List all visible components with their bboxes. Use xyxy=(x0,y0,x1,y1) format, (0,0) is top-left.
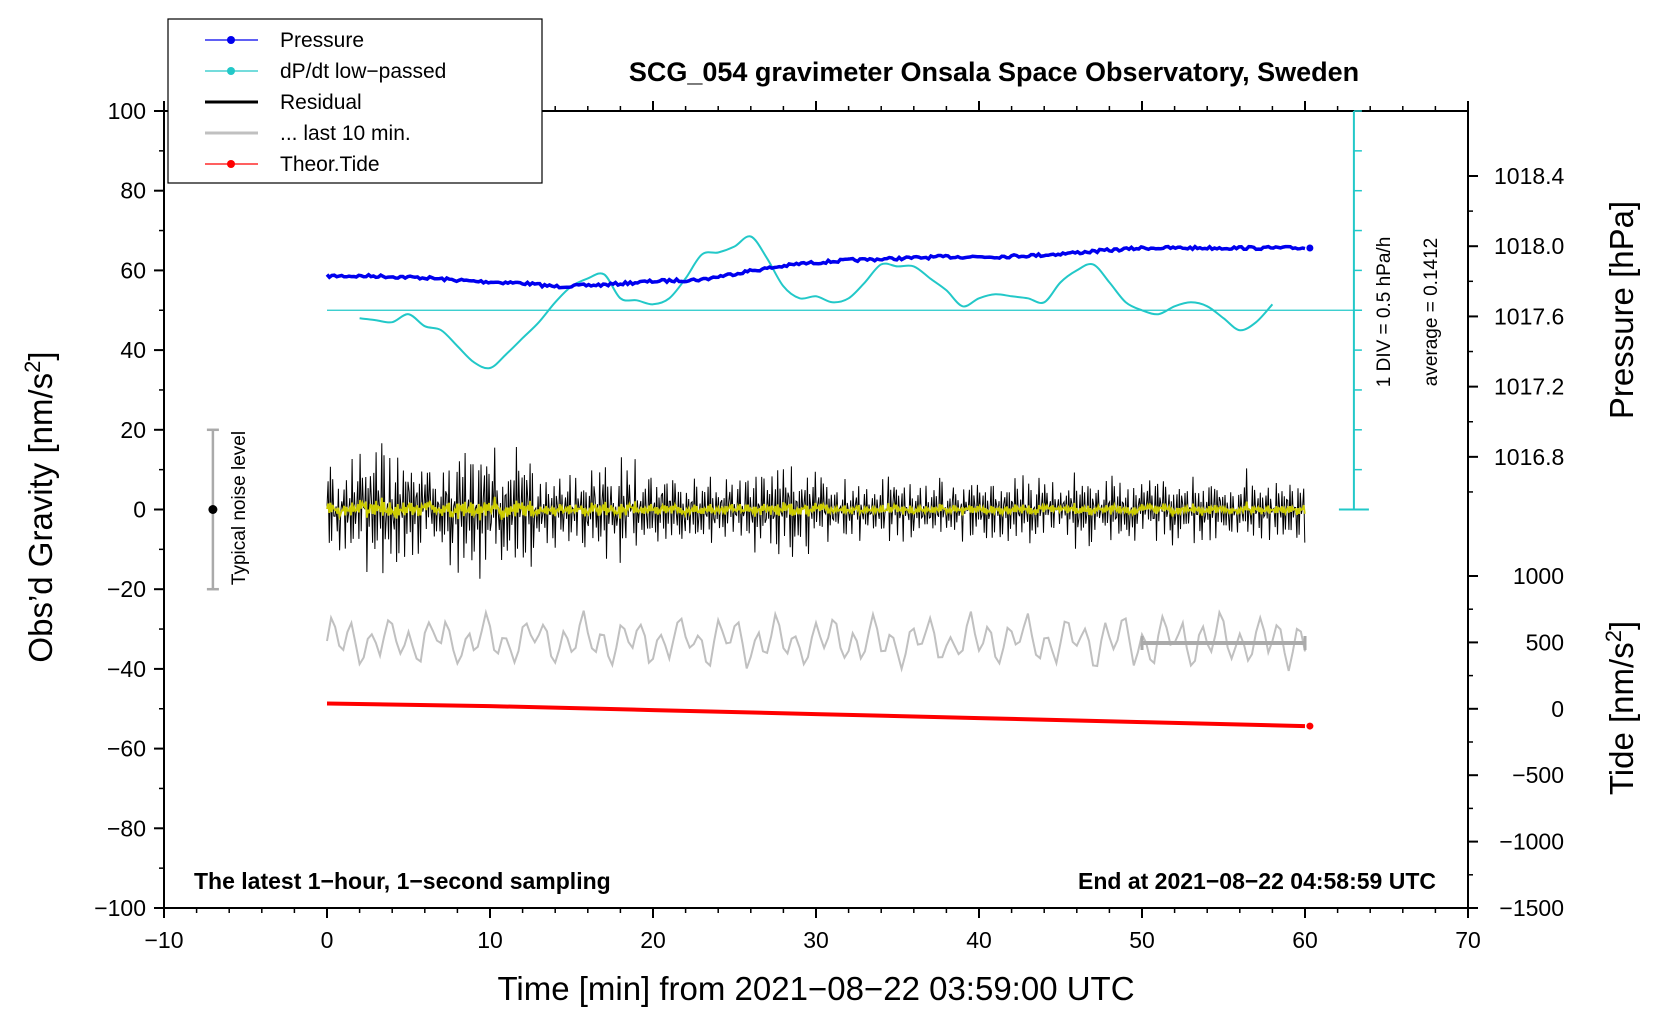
x-tick-label: 40 xyxy=(966,927,992,953)
axes-group: −10 0 10 20 30 40 50 60 70100806040200−20−40−60−… xyxy=(94,98,1564,953)
legend-label: Theor.Tide xyxy=(280,153,380,176)
y-axis-title-sup: 2 xyxy=(20,361,45,373)
x-tick-label: 0 xyxy=(321,927,334,953)
legend-label: Residual xyxy=(280,91,362,114)
x-axis-title: Time [min] from 2021−08−22 03:59:00 UTC xyxy=(497,970,1134,1007)
x-tick-label: 30 xyxy=(803,927,829,953)
y-tick-label: 80 xyxy=(120,178,146,204)
tide-axis-title-end: ] xyxy=(1603,621,1640,630)
series-group xyxy=(206,235,1363,730)
y-tick-label: −100 xyxy=(94,895,146,921)
residual-series-line xyxy=(326,443,1306,579)
y-tick-label: −80 xyxy=(107,815,146,841)
y-tick-label: 60 xyxy=(120,257,146,283)
legend-swatch-marker xyxy=(227,67,235,75)
residual-smoothed-line xyxy=(326,496,1306,521)
pressure-tick-label: 1016.8 xyxy=(1494,444,1564,470)
legend-group: Pressure dP/dt low−passed Residual ... last… xyxy=(167,18,543,184)
y-tick-label: 0 xyxy=(133,497,146,523)
x-tick-label: 20 xyxy=(640,927,666,953)
chart-title: SCG_054 gravimeter Onsala Space Observat… xyxy=(629,57,1359,87)
noise-level-center-dot xyxy=(208,505,218,514)
tide-axis-title-main: Tide [nm/s xyxy=(1603,642,1640,795)
x-tick-label: 10 xyxy=(477,927,503,953)
pressure-axis-title: Pressure [hPa] xyxy=(1603,201,1640,419)
legend-swatch-marker xyxy=(227,36,235,44)
legend-label: dP/dt low−passed xyxy=(280,60,446,83)
last10-series-line xyxy=(326,608,1306,673)
tide-tick-label: −1000 xyxy=(1499,829,1564,855)
tide-tick-label: 500 xyxy=(1526,629,1564,655)
average-label: average = 0.1412 xyxy=(1421,238,1442,386)
tide-axis-title: Tide [nm/s2] xyxy=(1601,621,1640,795)
legend-label: Pressure xyxy=(280,29,364,52)
x-tick-label: 70 xyxy=(1455,927,1481,953)
x-tick-label: 60 xyxy=(1292,927,1318,953)
y-tick-label: 100 xyxy=(108,98,146,124)
legend-swatch-marker xyxy=(227,160,235,168)
y-axis-title-end: ] xyxy=(22,351,59,360)
pressure-series-line xyxy=(325,244,1306,290)
legend-label: ... last 10 min. xyxy=(280,122,411,145)
pressure-tick-label: 1017.2 xyxy=(1494,374,1564,400)
noise-level-label: Typical noise level xyxy=(229,431,250,585)
pressure-tick-label: 1018.4 xyxy=(1494,163,1565,189)
x-tick-label: −10 xyxy=(144,927,183,953)
y-tick-label: 20 xyxy=(120,417,146,443)
dpdt-series-line xyxy=(359,235,1274,370)
y-tick-label: −20 xyxy=(107,576,146,602)
tide-end-marker xyxy=(1306,722,1314,730)
pressure-tick-label: 1018.0 xyxy=(1494,233,1564,259)
y-tick-label: −60 xyxy=(107,736,146,762)
bottom-left-note: The latest 1−hour, 1−second sampling xyxy=(194,868,611,894)
y-tick-label: 40 xyxy=(120,337,146,363)
y-axis-title: Obs’d Gravity [nm/s2] xyxy=(20,351,59,662)
y-tick-label: −40 xyxy=(107,656,146,682)
tide-tick-label: 1000 xyxy=(1513,563,1564,589)
x-tick-label: 50 xyxy=(1129,927,1155,953)
pressure-tick-label: 1017.6 xyxy=(1494,303,1564,329)
y-axis-title-main: Obs’d Gravity [nm/s xyxy=(22,373,59,663)
pressure-end-marker xyxy=(1306,244,1314,252)
bottom-right-note: End at 2021−08−22 04:58:59 UTC xyxy=(1078,868,1436,894)
tide-tick-label: 0 xyxy=(1551,696,1564,722)
tide-axis-title-sup: 2 xyxy=(1601,630,1626,642)
tide-tick-label: −1500 xyxy=(1499,895,1564,921)
div-label: 1 DIV = 0.5 hPa/h xyxy=(1374,237,1395,388)
tide-tick-label: −500 xyxy=(1512,762,1564,788)
tide-series-line xyxy=(326,701,1306,729)
